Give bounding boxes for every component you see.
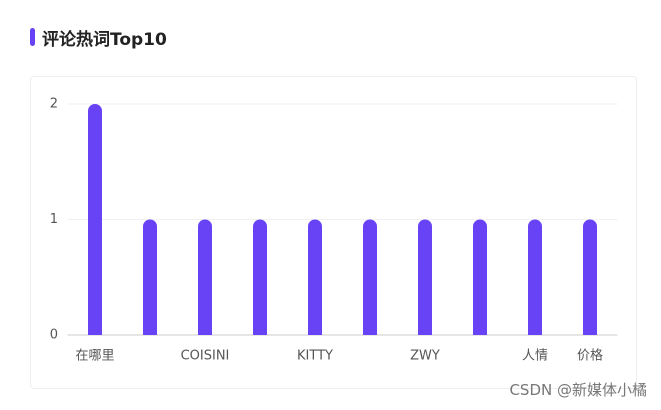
x-tick-label: 人情 <box>522 349 548 364</box>
title-accent <box>30 28 35 46</box>
y-tick-label: 0 <box>50 328 58 343</box>
bar <box>88 104 102 335</box>
x-tick-label: ZWY <box>410 349 440 364</box>
y-tick-label: 2 <box>50 97 58 112</box>
watermark: CSDN @新媒体小橘 <box>509 381 647 399</box>
bar <box>418 219 432 335</box>
bar <box>473 219 487 335</box>
x-tick-label: 价格 <box>577 348 603 364</box>
chart-title: 评论热词Top10 <box>42 30 167 50</box>
y-tick-label: 1 <box>50 212 58 227</box>
bar <box>583 219 597 335</box>
x-tick-label: KITTY <box>297 349 333 364</box>
bar <box>143 219 157 335</box>
x-tick-label: 在哪里 <box>75 349 114 364</box>
bar <box>308 219 322 335</box>
bar <box>528 219 542 335</box>
bar <box>253 219 267 335</box>
bar <box>363 219 377 335</box>
chart-card <box>30 76 637 389</box>
bar <box>198 219 212 335</box>
x-tick-label: COISINI <box>181 349 230 364</box>
